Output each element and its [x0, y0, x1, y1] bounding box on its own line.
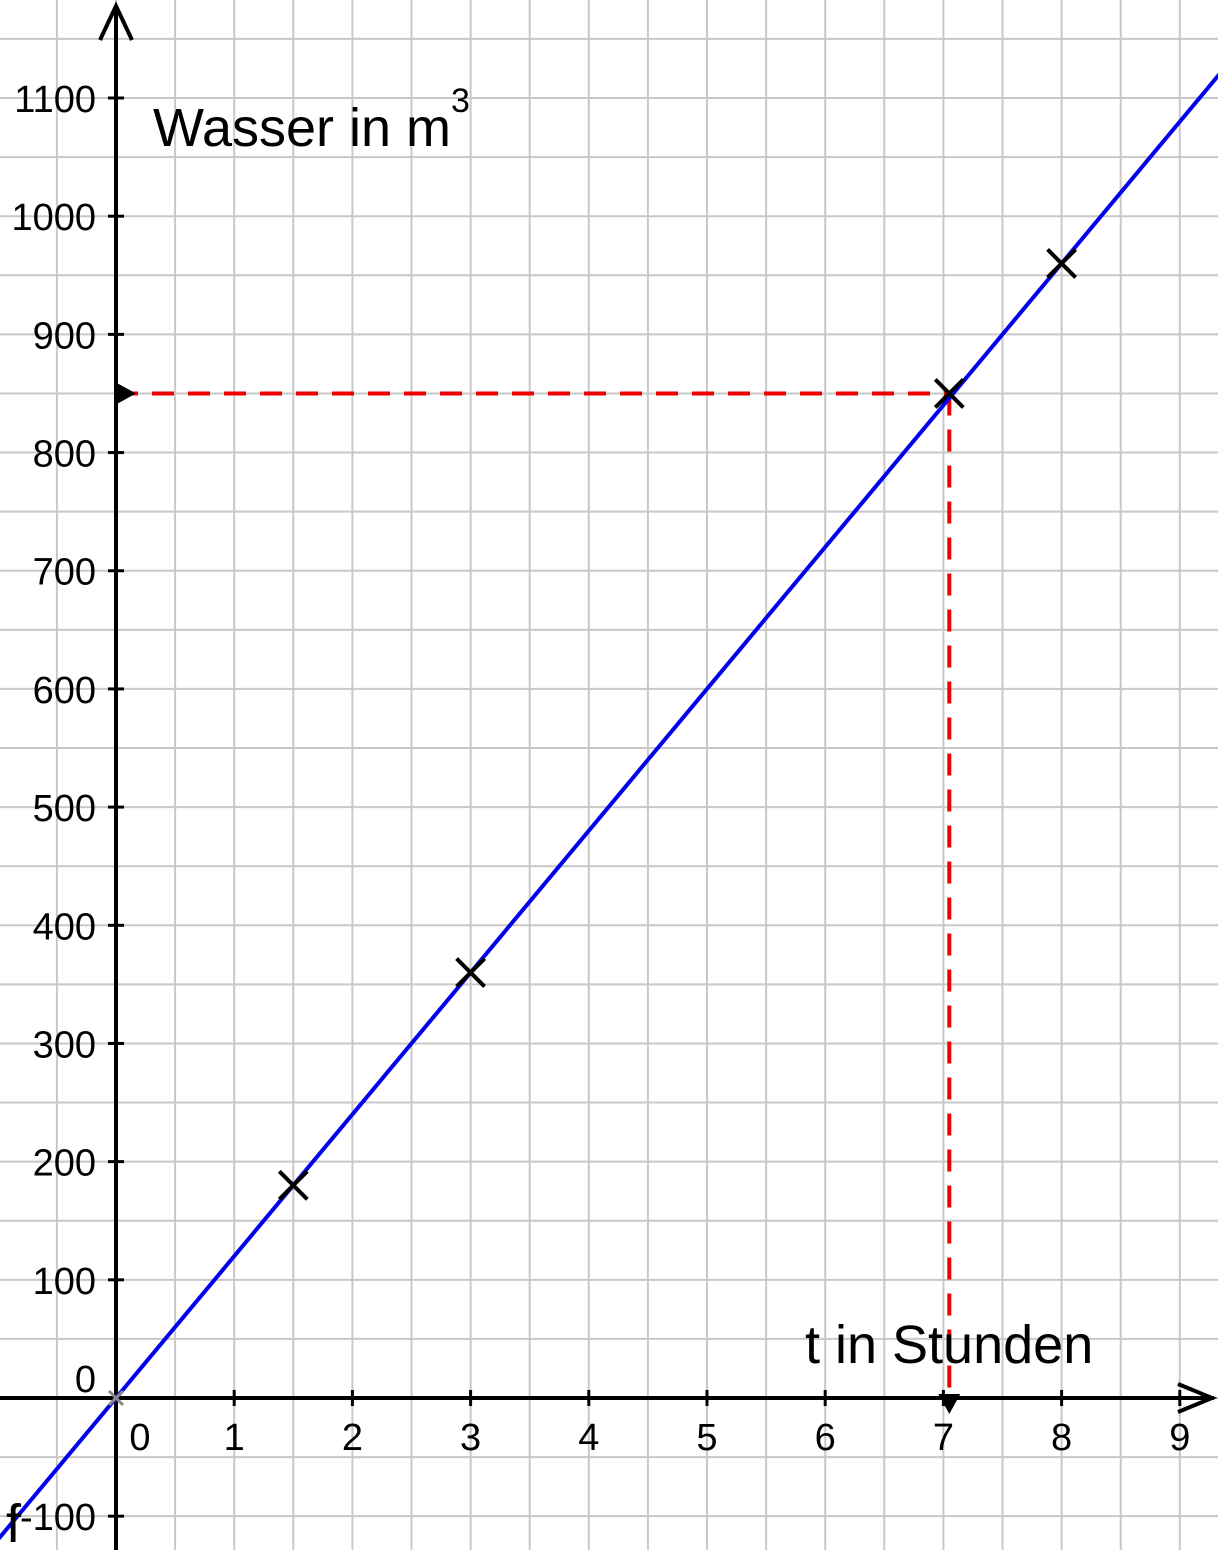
x-tick-label: 1 [224, 1417, 245, 1459]
x-axis-arrow [1177, 1382, 1218, 1414]
y-tick-label: 100 [33, 1261, 96, 1303]
x-tick-label: 4 [578, 1417, 599, 1459]
x-axis-title: t in Stunden [805, 1315, 1093, 1375]
x-tick-label: 5 [696, 1417, 717, 1459]
y-tick-label: -100 [20, 1497, 96, 1539]
tick-labels: 0 1 2 3 4 5 6 7 8 9 0 100 200 300 400 500 600 700 800 900 10… [11, 79, 1190, 1539]
data-point-marker [455, 957, 487, 988]
y-tick-label: 700 [33, 552, 96, 594]
y-tick-label: 900 [33, 315, 96, 357]
y-tick-label: 500 [33, 788, 96, 830]
y-axis-title: Wasser in m3 [153, 82, 470, 158]
series [0, 72, 1218, 1541]
function-label: f [6, 1494, 22, 1550]
x-tick-label: 9 [1169, 1417, 1190, 1459]
x-tick-label: 0 [129, 1417, 150, 1459]
y-tick-label: 1000 [11, 197, 96, 239]
x-axis-marker-arrow [938, 1394, 961, 1414]
origin-marker [107, 1389, 125, 1407]
y-tick-label: 600 [33, 670, 96, 712]
y-axis-arrow [98, 1, 134, 41]
y-tick-label: 200 [33, 1143, 96, 1185]
x-tick-label: 3 [460, 1417, 481, 1459]
axis-titles: Wasser in m3 t in Stunden f [6, 82, 1093, 1550]
series-line-f [0, 72, 1218, 1541]
points [107, 248, 1078, 1407]
y-tick-label: 0 [75, 1359, 96, 1401]
data-point-marker [933, 378, 965, 409]
guide-lines [116, 382, 961, 1414]
y-axis-marker-arrow [116, 382, 136, 405]
y-tick-label: 800 [33, 434, 96, 476]
x-tick-label: 6 [815, 1417, 836, 1459]
y-tick-label: 1100 [14, 79, 96, 121]
x-tick-label: 2 [342, 1417, 363, 1459]
data-point-marker [277, 1169, 309, 1201]
y-tick-label: 300 [33, 1024, 96, 1066]
data-point-marker [1046, 248, 1078, 279]
x-tick-label: 7 [933, 1417, 954, 1459]
y-axis-title-superscript: 3 [451, 82, 470, 120]
x-tick-label: 8 [1051, 1417, 1072, 1459]
y-tick-label: 400 [33, 906, 96, 948]
